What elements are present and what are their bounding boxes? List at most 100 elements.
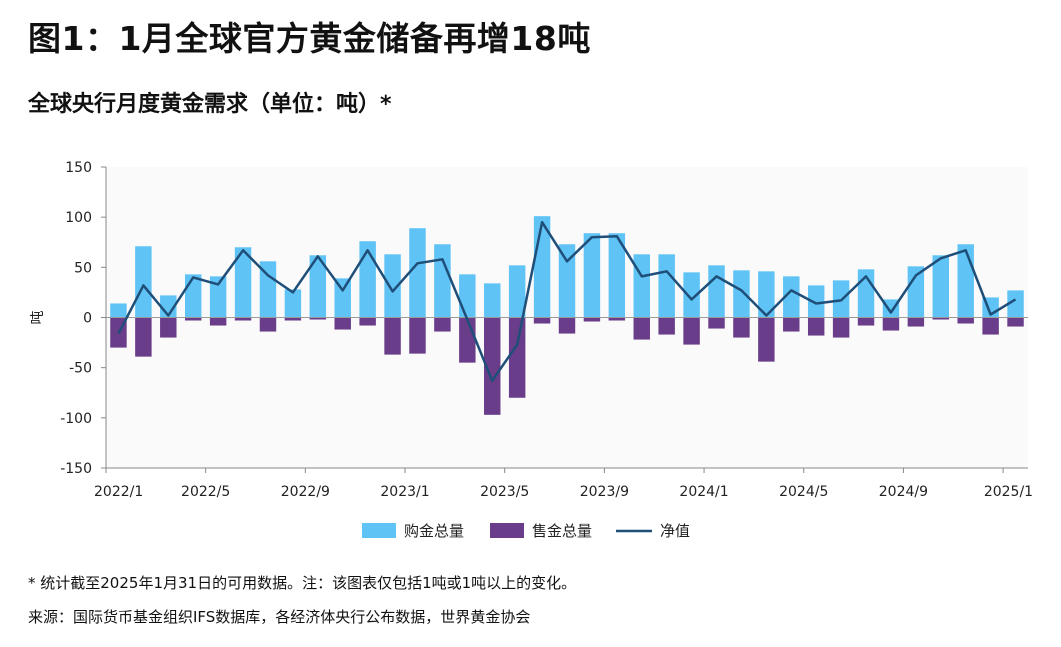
purchase-bar — [209, 276, 227, 318]
y-tick-label: 50 — [74, 260, 92, 276]
y-tick-label: 0 — [83, 311, 92, 327]
figure-title: 图1：1月全球官方黄金储备再增18吨 — [28, 19, 591, 58]
sale-bar — [708, 317, 725, 329]
purchase-bar — [284, 289, 302, 318]
purchase-bar — [733, 270, 750, 318]
purchase-bar — [558, 244, 576, 318]
purchase-bar — [758, 271, 775, 318]
legend-label-net: 净值 — [660, 522, 690, 540]
sale-bar — [683, 317, 700, 345]
purchase-bar — [633, 254, 650, 318]
purchase-bar — [234, 247, 252, 318]
net-value-line — [117, 220, 1017, 382]
sale-bar — [160, 317, 177, 338]
x-tick-label: 2024/5 — [779, 484, 828, 500]
legend-label-sales: 售金总量 — [532, 522, 592, 540]
sale-bar — [234, 317, 252, 321]
sale-bar — [384, 317, 401, 355]
sale-bar — [733, 317, 750, 338]
x-tick-label: 2023/5 — [480, 484, 529, 500]
purchase-bar — [658, 254, 675, 318]
purchase-bar — [807, 285, 825, 318]
purchase-bar — [1007, 290, 1024, 318]
sale-bar — [359, 317, 376, 326]
x-tick-label: 2024/1 — [679, 484, 728, 500]
sale-bar — [484, 317, 501, 415]
purchase-bar — [334, 278, 351, 318]
purchase-bar — [708, 265, 725, 318]
sale-bar — [882, 317, 900, 331]
sale-bar — [832, 317, 850, 338]
sale-bar — [907, 317, 925, 327]
sale-bar — [459, 317, 476, 363]
sale-bar — [284, 317, 302, 321]
sale-bar — [957, 317, 974, 324]
purchase-bar — [459, 274, 476, 318]
purchase-bar — [110, 303, 127, 318]
sale-bar — [309, 317, 327, 320]
purchase-bar — [359, 241, 376, 318]
purchase-bar — [907, 266, 925, 318]
sale-bar — [982, 317, 999, 335]
sale-bar — [434, 317, 451, 332]
sale-bar — [334, 317, 351, 330]
sale-bar — [135, 317, 152, 357]
sale-bar — [783, 317, 800, 332]
sale-bar — [558, 317, 576, 334]
sale-bar — [409, 317, 426, 354]
purchase-bar — [184, 274, 202, 318]
sale-bar — [633, 317, 650, 340]
legend-swatch-sales — [490, 523, 524, 538]
chart-subtitle: 全球央行月度黄金需求（单位：吨）* — [28, 92, 392, 117]
purchase-bar — [957, 244, 974, 318]
sale-bar — [508, 317, 526, 398]
y-tick-label: -100 — [60, 411, 92, 427]
sale-bar — [209, 317, 227, 326]
sale-bar — [608, 317, 626, 321]
purchase-bar — [932, 255, 950, 318]
purchase-bar — [583, 233, 601, 318]
purchase-bar — [683, 272, 700, 318]
sale-bar — [184, 317, 202, 321]
footnote: * 统计截至2025年1月31日的可用数据。注：该图表仅包括1吨或1吨以上的变化… — [28, 574, 577, 592]
sale-bar — [932, 317, 950, 320]
sale-bar — [583, 317, 601, 322]
y-axis-ticks: 150 100 50 0 -50 -100 -150 — [60, 160, 106, 477]
purchase-bar — [259, 261, 277, 318]
y-tick-label: -150 — [60, 461, 92, 477]
x-tick-label: 2022/9 — [281, 484, 330, 500]
x-tick-label: 2024/9 — [879, 484, 928, 500]
net-line-series — [117, 220, 1017, 382]
legend-swatch-purchases — [362, 523, 396, 538]
purchase-bar — [409, 228, 426, 318]
purchase-bar — [508, 265, 526, 318]
x-tick-label: 2023/9 — [580, 484, 629, 500]
y-tick-label: -50 — [69, 361, 92, 377]
y-axis-label: 吨 — [30, 311, 46, 325]
sale-bar — [533, 317, 551, 324]
y-tick-label: 150 — [65, 160, 92, 176]
sale-bar — [259, 317, 277, 332]
purchase-bar — [484, 283, 501, 318]
x-tick-label: 2023/1 — [380, 484, 429, 500]
purchase-bar — [608, 233, 626, 318]
sale-bar — [807, 317, 825, 336]
sale-bar — [1007, 317, 1024, 327]
chart-legend: 购金总量 售金总量 净值 — [362, 522, 690, 540]
x-tick-label: 2022/5 — [181, 484, 230, 500]
x-tick-label: 2025/1 — [984, 484, 1033, 500]
purchase-bar — [434, 244, 451, 318]
purchase-bar — [384, 254, 401, 318]
x-axis-ticks: 2022/1 2022/5 2022/9 2023/1 2023/5 2023/9 2024… — [94, 468, 1033, 500]
purchase-bar — [135, 246, 152, 318]
sale-bar — [857, 317, 875, 326]
source-note: 来源：国际货币基金组织IFS数据库，各经济体央行公布数据，世界黄金协会 — [28, 608, 531, 626]
purchase-bar — [309, 255, 327, 318]
x-tick-label: 2022/1 — [94, 484, 143, 500]
sale-bar — [758, 317, 775, 362]
y-tick-label: 100 — [65, 210, 92, 226]
sale-bar — [658, 317, 675, 335]
purchase-bar — [783, 276, 800, 318]
purchase-bar — [882, 299, 900, 318]
